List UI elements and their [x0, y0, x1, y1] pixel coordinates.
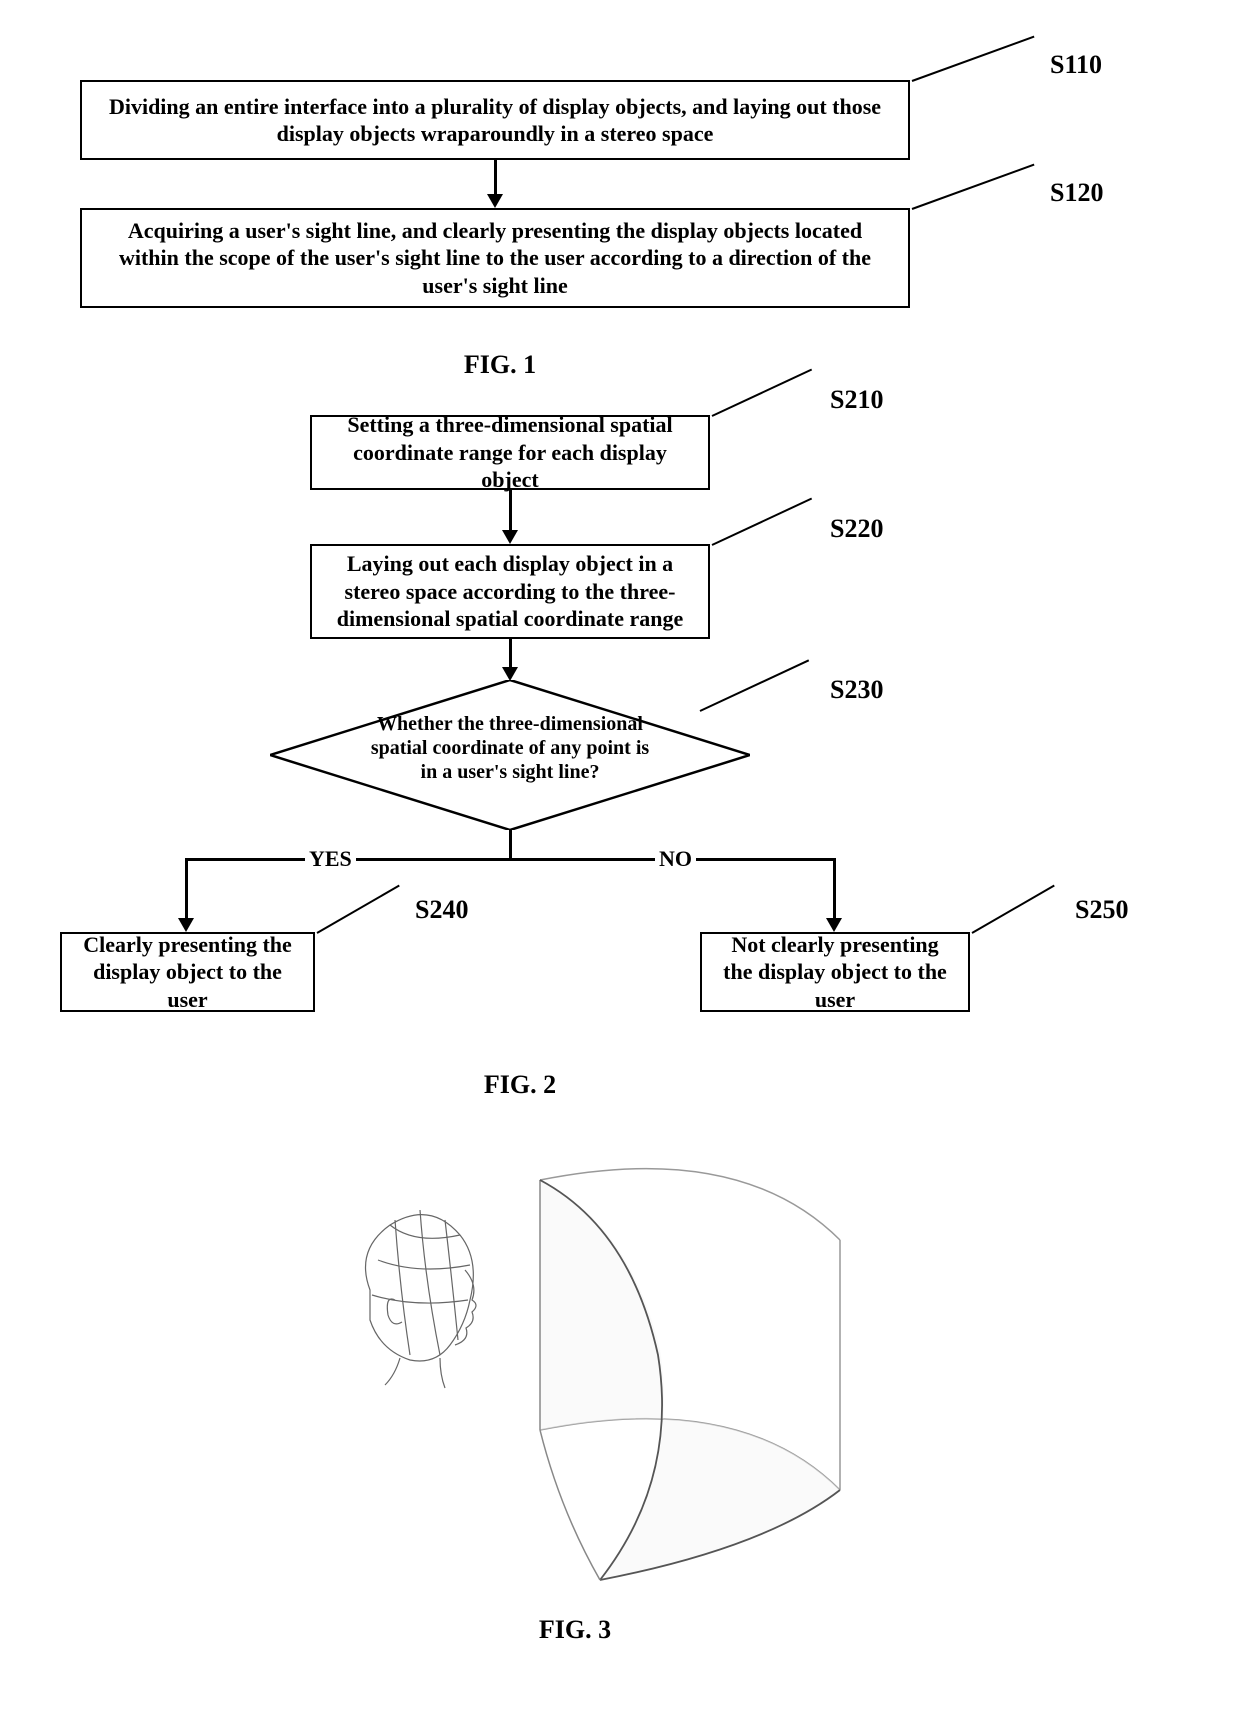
- arrowhead-s110-s120: [487, 194, 503, 208]
- leader-s210: [712, 369, 813, 417]
- figure-3-illustration: [300, 1150, 900, 1615]
- flowchart-box-s120: Acquiring a user's sight line, and clear…: [80, 208, 910, 308]
- leader-s250: [972, 885, 1055, 934]
- flowchart-box-s110: Dividing an entire interface into a plur…: [80, 80, 910, 160]
- step-label-s110: S110: [1050, 50, 1102, 80]
- arrow-s110-s120: [494, 160, 497, 194]
- step-label-s220: S220: [830, 514, 883, 544]
- branch-no-label: NO: [655, 846, 696, 872]
- step-label-s210: S210: [830, 385, 883, 415]
- decision-text-s230: Whether the three-dimensional spatial co…: [370, 712, 650, 784]
- figure-2-label: FIG. 2: [420, 1070, 620, 1100]
- leader-s240: [317, 885, 400, 934]
- leader-s120: [912, 164, 1035, 210]
- leader-s220: [712, 498, 813, 546]
- branch-yes-label: YES: [305, 846, 356, 872]
- flowchart-box-s220: Laying out each display object in a ster…: [310, 544, 710, 639]
- figure-3-label: FIG. 3: [475, 1615, 675, 1645]
- arrow-s220-s230: [509, 639, 512, 667]
- flowchart-box-s210: Setting a three-dimensional spatial coor…: [310, 415, 710, 490]
- branch-stem: [509, 830, 512, 860]
- figure-1-label: FIG. 1: [400, 350, 600, 380]
- flowchart-box-s250: Not clearly presenting the display objec…: [700, 932, 970, 1012]
- branch-split: [185, 858, 835, 861]
- arrowhead-s220-s230: [502, 667, 518, 681]
- arrow-s210-s220: [509, 490, 512, 530]
- step-label-s250: S250: [1075, 895, 1128, 925]
- step-label-s240: S240: [415, 895, 468, 925]
- branch-left-down: [185, 858, 188, 918]
- step-label-s120: S120: [1050, 178, 1103, 208]
- step-label-s230: S230: [830, 675, 883, 705]
- leader-s110: [912, 36, 1035, 82]
- flowchart-box-s240: Clearly presenting the display object to…: [60, 932, 315, 1012]
- branch-right-down: [833, 858, 836, 918]
- arrowhead-s210-s220: [502, 530, 518, 544]
